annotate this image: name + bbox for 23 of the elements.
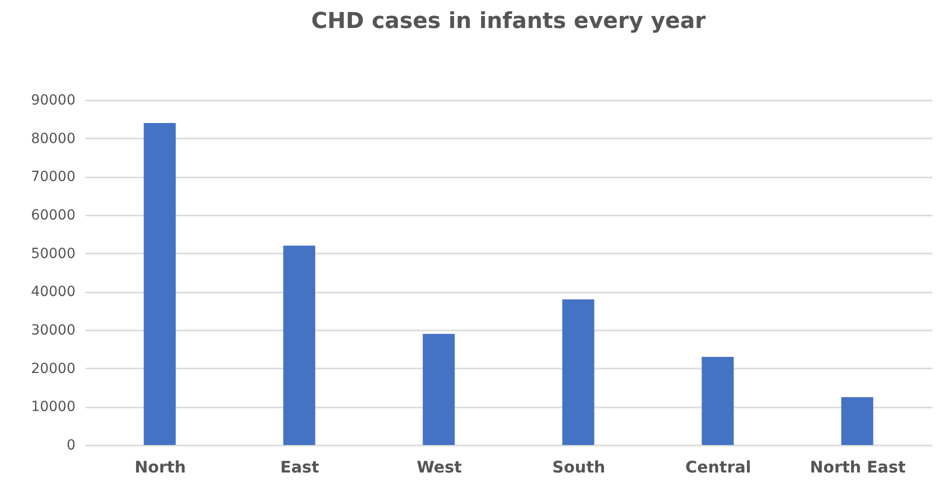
bar xyxy=(283,246,316,445)
y-tick-label: 70000 xyxy=(30,169,76,186)
x-tick-label: South xyxy=(552,458,606,476)
y-tick-label: 0 xyxy=(66,438,76,454)
x-tick-label: Central xyxy=(685,458,752,476)
x-tick-label: West xyxy=(416,458,462,476)
bar xyxy=(422,334,455,445)
y-tick-label: 20000 xyxy=(30,360,76,377)
y-tick-label: 90000 xyxy=(30,92,76,108)
y-tick-label: 60000 xyxy=(30,208,76,224)
y-tick-label: 10000 xyxy=(30,399,76,416)
y-tick-label: 50000 xyxy=(30,246,76,262)
bar xyxy=(841,397,874,445)
y-tick-label: 30000 xyxy=(30,322,76,338)
y-tick-label: 80000 xyxy=(30,130,76,147)
bar xyxy=(144,123,176,445)
x-tick-label: North East xyxy=(810,458,906,476)
x-tick-label: East xyxy=(280,458,320,476)
bar xyxy=(702,356,734,445)
chart-title: CHD cases in infants every year xyxy=(311,9,706,34)
x-tick-label: North xyxy=(134,458,186,476)
bar xyxy=(562,299,594,445)
y-tick-label: 40000 xyxy=(30,284,76,300)
